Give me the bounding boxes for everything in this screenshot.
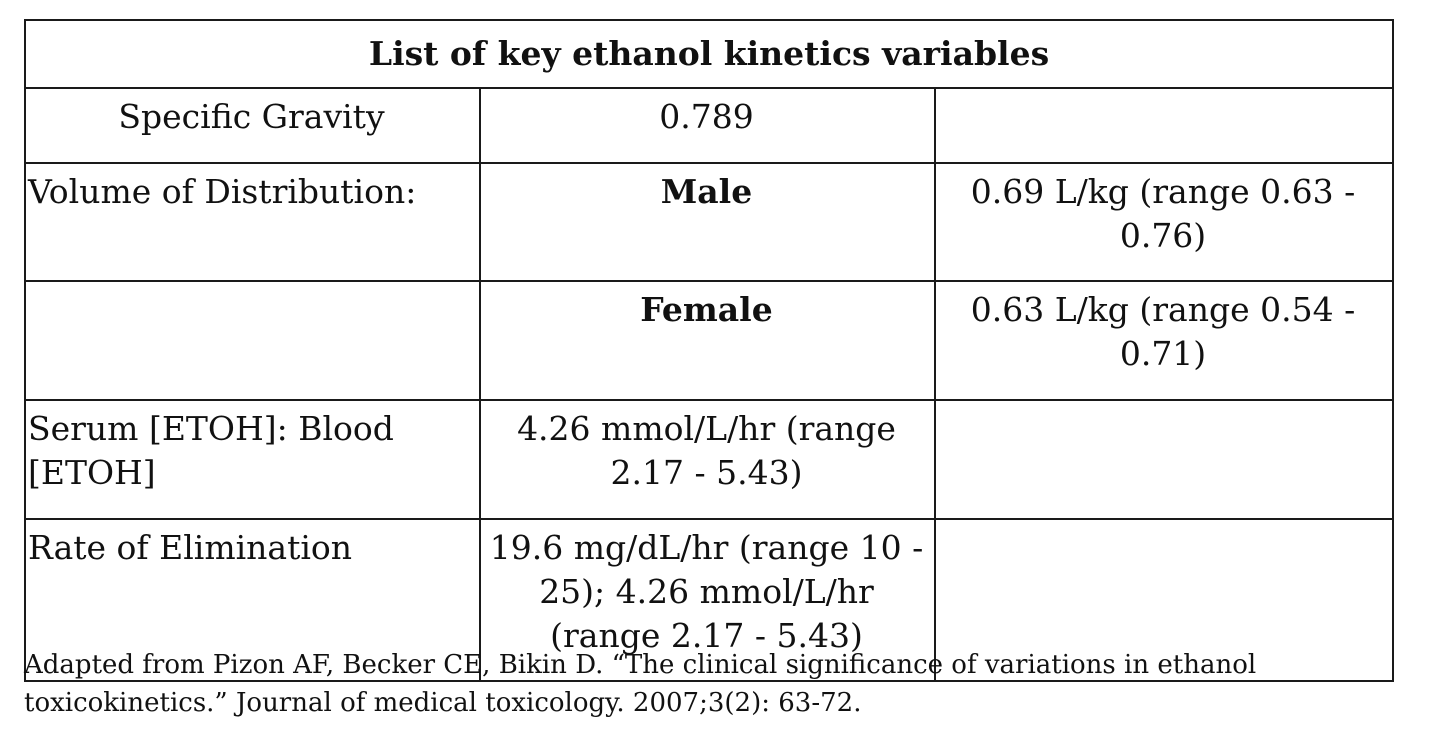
variable-detail bbox=[933, 87, 1395, 164]
variable-detail: 0.69 L/kg (range 0.63 - 0.76) bbox=[933, 162, 1395, 282]
variable-detail: 0.63 L/kg (range 0.54 - 0.71) bbox=[933, 280, 1395, 401]
table-row: Serum [ETOH]: Blood [ETOH] 4.26 mmol/L/h… bbox=[24, 399, 1395, 520]
variable-detail bbox=[933, 518, 1395, 682]
variable-label: Serum [ETOH]: Blood [ETOH] bbox=[24, 399, 481, 520]
variable-value: 4.26 mmol/L/hr (range 2.17 - 5.43) bbox=[479, 399, 936, 520]
ethanol-kinetics-table: List of key ethanol kinetics variables S… bbox=[23, 19, 1395, 682]
variable-value: 19.6 mg/dL/hr (range 10 - 25); 4.26 mmol… bbox=[479, 518, 936, 682]
variable-value: 0.789 bbox=[479, 87, 936, 164]
variable-label bbox=[24, 280, 481, 401]
table-title: List of key ethanol kinetics variables bbox=[23, 19, 1395, 89]
variable-label: Specific Gravity bbox=[24, 87, 481, 164]
variable-detail bbox=[933, 399, 1395, 520]
variable-label: Rate of Elimination bbox=[24, 518, 481, 682]
table-row: Female 0.63 L/kg (range 0.54 - 0.71) bbox=[24, 280, 1395, 401]
variable-label: Volume of Distribution: bbox=[24, 162, 481, 282]
table-row: Specific Gravity 0.789 bbox=[24, 87, 1395, 164]
sex-label: Male bbox=[479, 162, 936, 282]
table-row: Rate of Elimination 19.6 mg/dL/hr (range… bbox=[24, 518, 1395, 682]
citation-note: Adapted from Pizon AF, Becker CE, Bikin … bbox=[24, 650, 1257, 718]
table-row: Volume of Distribution: Male 0.69 L/kg (… bbox=[24, 162, 1395, 282]
table-title-row: List of key ethanol kinetics variables bbox=[23, 19, 1395, 89]
sex-label: Female bbox=[479, 280, 936, 401]
